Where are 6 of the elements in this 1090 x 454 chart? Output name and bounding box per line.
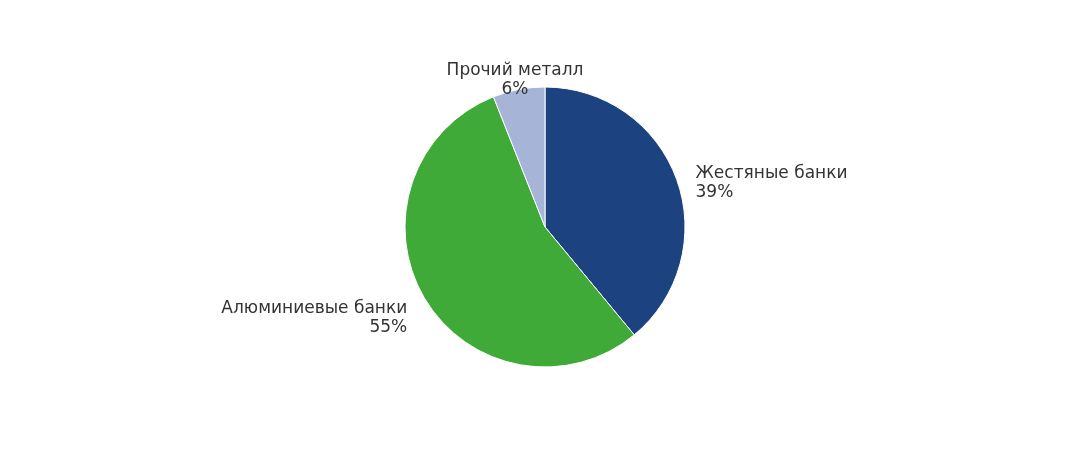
slice-label: Алюминиевые банки: [221, 297, 408, 318]
slice-label: Прочий металл: [446, 58, 584, 79]
slice-label: Жестяные банки: [695, 161, 848, 182]
data-label: 6%: [501, 77, 529, 98]
data-label: 55%: [369, 316, 408, 337]
data-label: 39%: [695, 180, 734, 201]
